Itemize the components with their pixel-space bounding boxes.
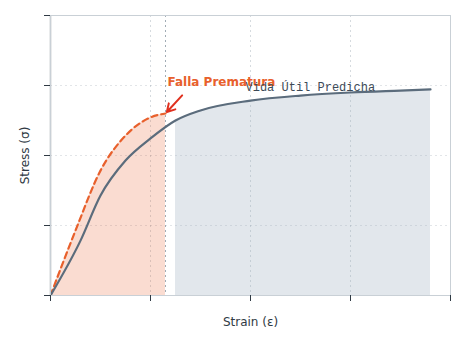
- svg-text:Strain (ε): Strain (ε): [223, 315, 278, 329]
- svg-text:Vida Útil Predicha: Vida Útil Predicha: [246, 80, 376, 95]
- svg-text:Stress (σ): Stress (σ): [18, 127, 32, 185]
- svg-text:Falla Prematura: Falla Prematura: [167, 75, 276, 90]
